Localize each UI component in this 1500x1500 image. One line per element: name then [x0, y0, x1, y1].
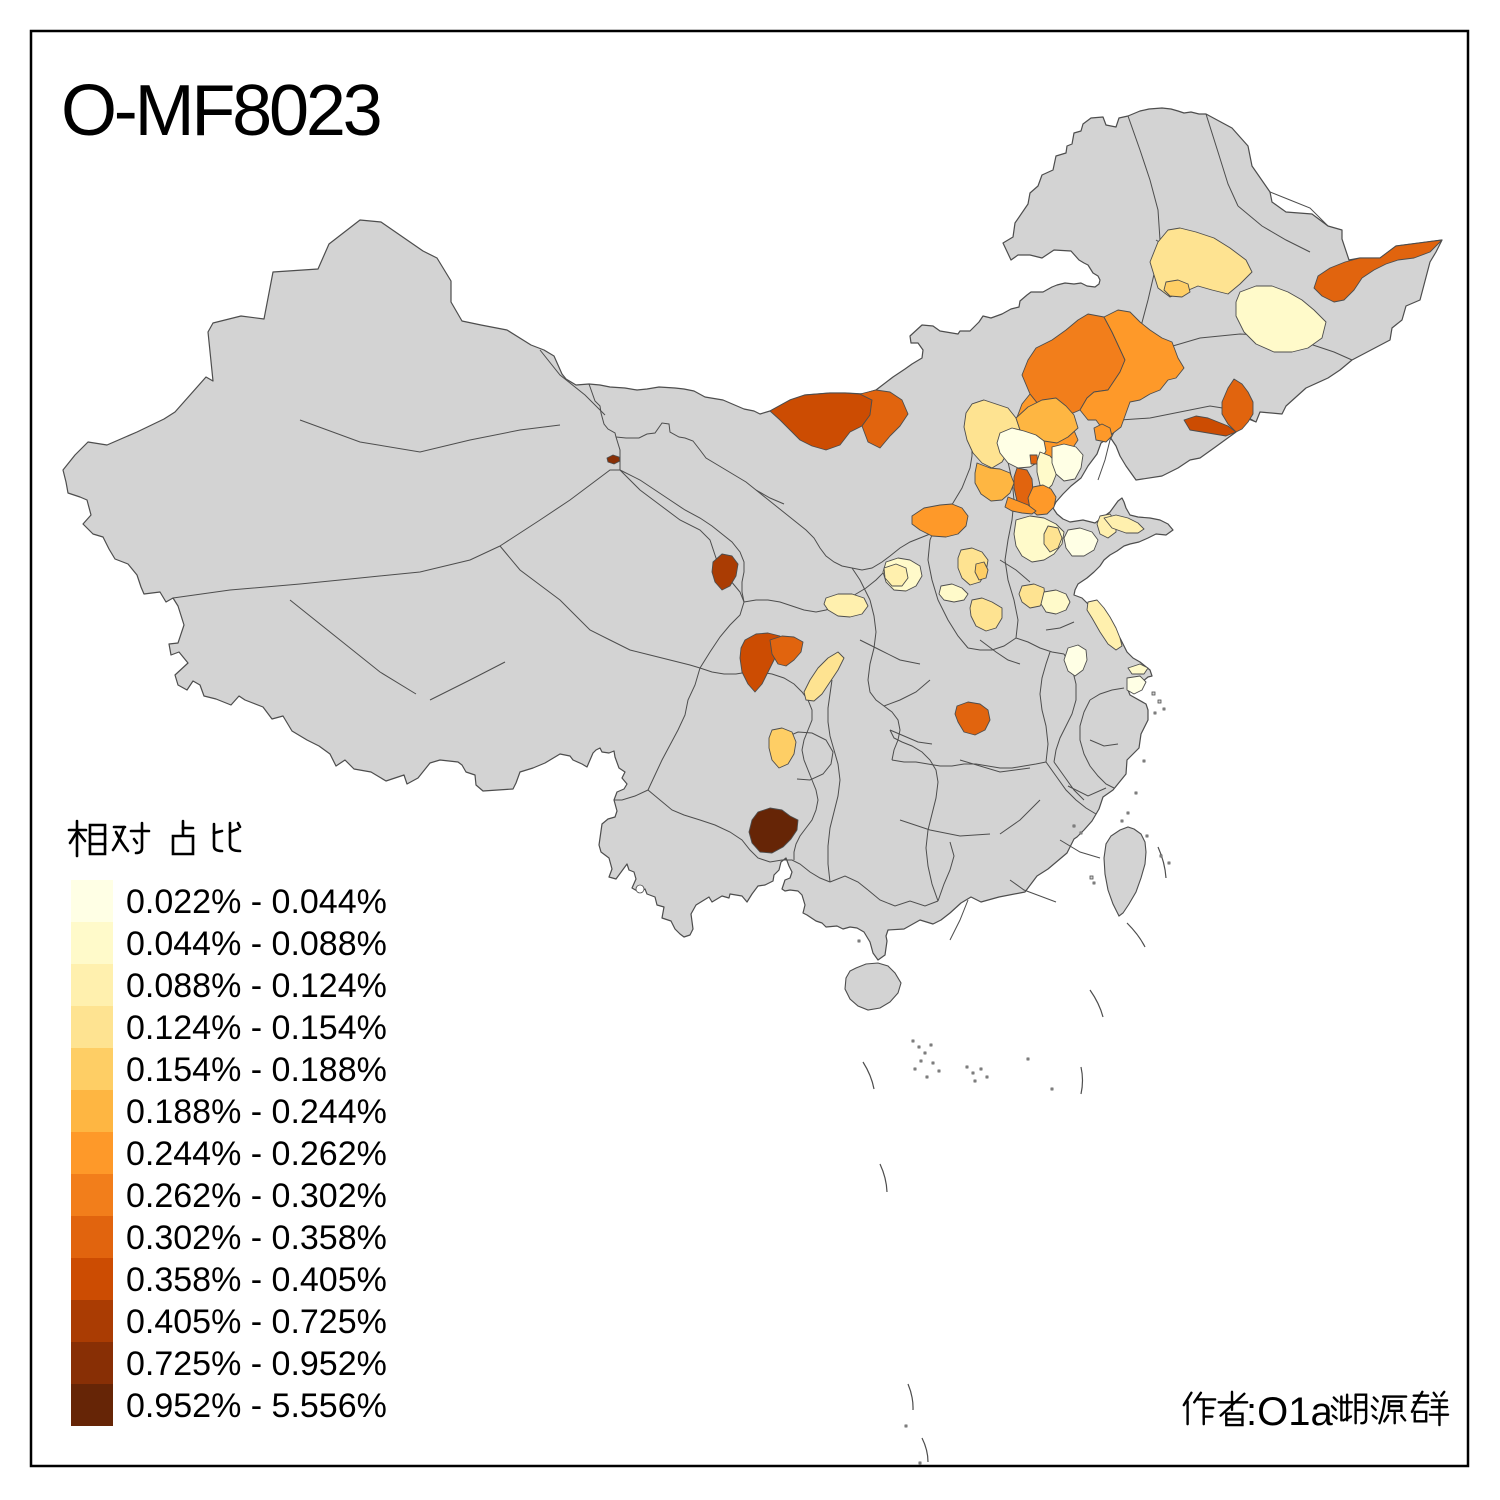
svg-text:0.044% - 0.088%: 0.044% - 0.088% [126, 925, 387, 963]
svg-text:0.405% - 0.725%: 0.405% - 0.725% [126, 1303, 387, 1341]
svg-text:0.244% - 0.262%: 0.244% - 0.262% [126, 1135, 387, 1173]
svg-text:0.725% - 0.952%: 0.725% - 0.952% [126, 1345, 387, 1383]
svg-text:0.188% - 0.244%: 0.188% - 0.244% [126, 1093, 387, 1131]
svg-text:0.088% - 0.124%: 0.088% - 0.124% [126, 967, 387, 1005]
svg-text:0.302% - 0.358%: 0.302% - 0.358% [126, 1219, 387, 1257]
svg-text:0.124% - 0.154%: 0.124% - 0.154% [126, 1009, 387, 1047]
svg-text:O-MF8023: O-MF8023 [61, 71, 380, 151]
svg-text:0.154% - 0.188%: 0.154% - 0.188% [126, 1051, 387, 1089]
svg-text:0.952% - 5.556%: 0.952% - 5.556% [126, 1387, 387, 1425]
svg-text:0.022% - 0.044%: 0.022% - 0.044% [126, 883, 387, 921]
svg-text:0.262% - 0.302%: 0.262% - 0.302% [126, 1177, 387, 1215]
svg-text:0.358% - 0.405%: 0.358% - 0.405% [126, 1261, 387, 1299]
svg-text::O1a: :O1a [1246, 1390, 1333, 1434]
